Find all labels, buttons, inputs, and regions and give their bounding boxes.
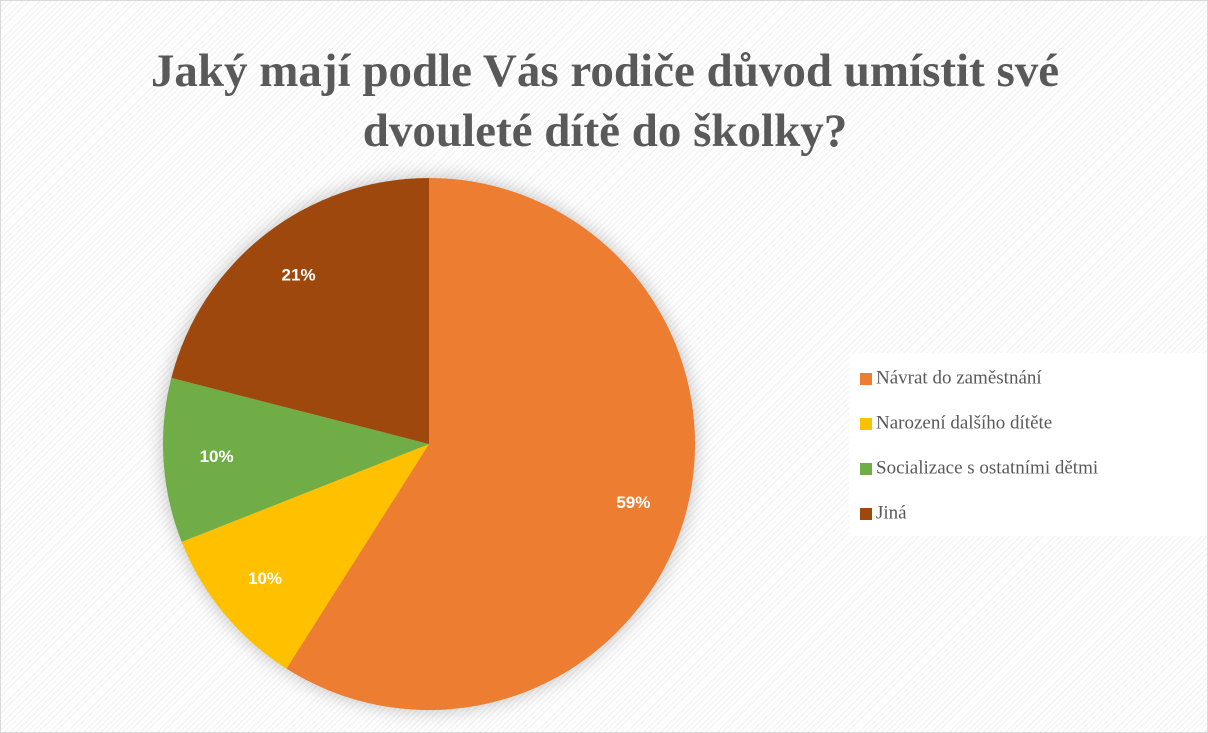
legend-label: Návrat do zaměstnání: [876, 367, 1042, 388]
legend-swatch: [860, 418, 872, 430]
data-label: 21%: [282, 265, 316, 284]
legend-swatch: [860, 373, 872, 385]
legend-label: Narození dalšího dítěte: [876, 412, 1052, 433]
chart-title: Jaký mají podle Vás rodiče důvod umístit…: [150, 45, 1060, 157]
legend-box: [849, 353, 1207, 536]
legend-label: Jiná: [876, 502, 907, 523]
pie-slice: [181, 444, 429, 669]
legend-swatch: [860, 463, 872, 475]
pie-slice: [163, 377, 429, 542]
pie-slice: [171, 178, 429, 444]
data-label: 10%: [200, 447, 234, 466]
pie-slice: [286, 178, 695, 710]
legend-label: Socializace s ostatními dětmi: [876, 457, 1098, 478]
data-label: 59%: [616, 493, 650, 512]
data-label: 10%: [248, 569, 282, 588]
legend-swatch: [860, 508, 872, 520]
